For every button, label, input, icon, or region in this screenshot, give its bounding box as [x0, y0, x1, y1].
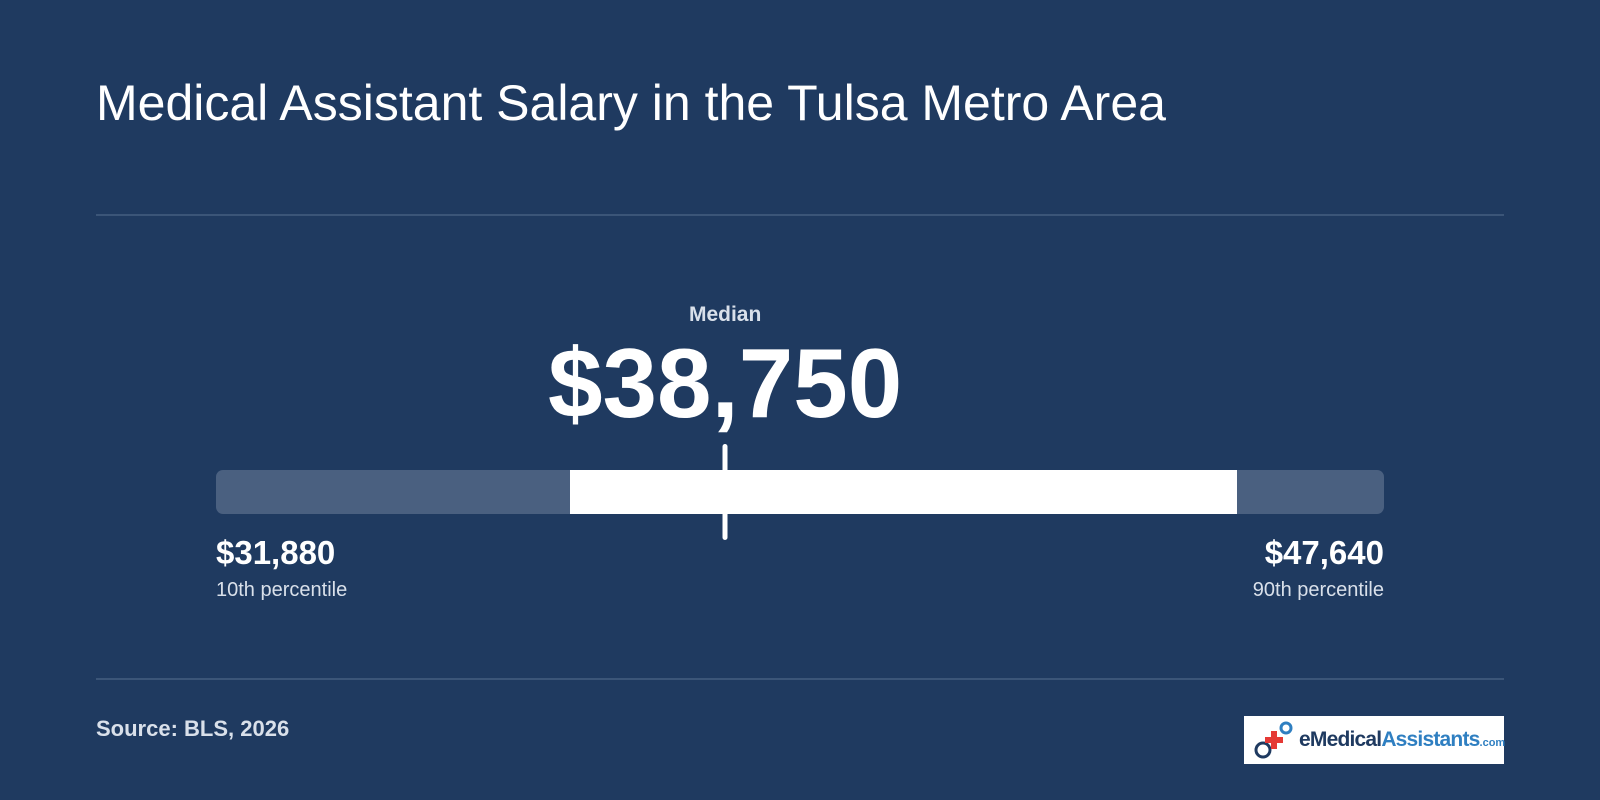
bottom-divider: [96, 678, 1504, 680]
median-value: $38,750: [548, 328, 903, 438]
p90-value: $47,640: [1264, 534, 1384, 571]
p10-label: 10th percentile: [216, 579, 348, 601]
page-title: Medical Assistant Salary in the Tulsa Me…: [96, 75, 1166, 131]
brand-logo[interactable]: eMedicalAssistants.com: [1244, 716, 1506, 764]
top-divider: [96, 214, 1504, 216]
median-marker: [722, 444, 728, 540]
p90-label: 90th percentile: [1252, 579, 1384, 601]
medical-cross-icon: [1254, 721, 1293, 759]
salary-range-highlight: [569, 470, 1237, 514]
median-label: Median: [688, 303, 762, 326]
source-note: Source: BLS, 2026: [96, 716, 290, 741]
p10-value: $31,880: [216, 534, 336, 571]
logo-wordmark: eMedicalAssistants.com: [1299, 728, 1506, 751]
